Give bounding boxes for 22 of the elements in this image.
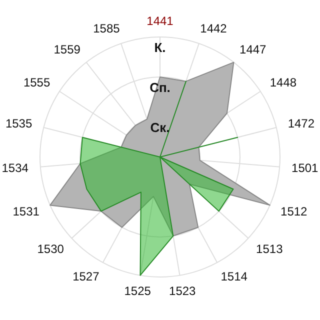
spoke-label: 1447 (240, 42, 267, 57)
spoke-label: 1555 (23, 76, 50, 90)
spoke-label: 1523 (169, 284, 196, 298)
y-tick-label: Сп. (150, 80, 170, 95)
spoke-label: 1531 (12, 204, 40, 219)
spoke-label: 1513 (256, 242, 284, 256)
spoke-label: 1559 (54, 42, 81, 57)
spoke-label: 1472 (288, 116, 315, 131)
spoke-label: 1501 (292, 161, 319, 176)
spoke-label: 1535 (5, 116, 32, 131)
y-tick-label: К. (154, 40, 166, 55)
spoke-label: 1527 (72, 270, 100, 284)
spoke-label: 1530 (37, 242, 64, 256)
spoke-label: 1525 (124, 284, 152, 298)
spoke-label: 1585 (93, 21, 120, 36)
spoke-label: 1512 (280, 204, 308, 219)
spoke-label: 1534 (2, 161, 29, 176)
y-tick-label: Ск. (150, 120, 170, 135)
spoke-label: 1514 (220, 270, 248, 284)
spoke-label: 1441 (146, 14, 174, 28)
spoke-label: 1442 (200, 21, 228, 36)
spoke-label: 1448 (270, 76, 297, 90)
